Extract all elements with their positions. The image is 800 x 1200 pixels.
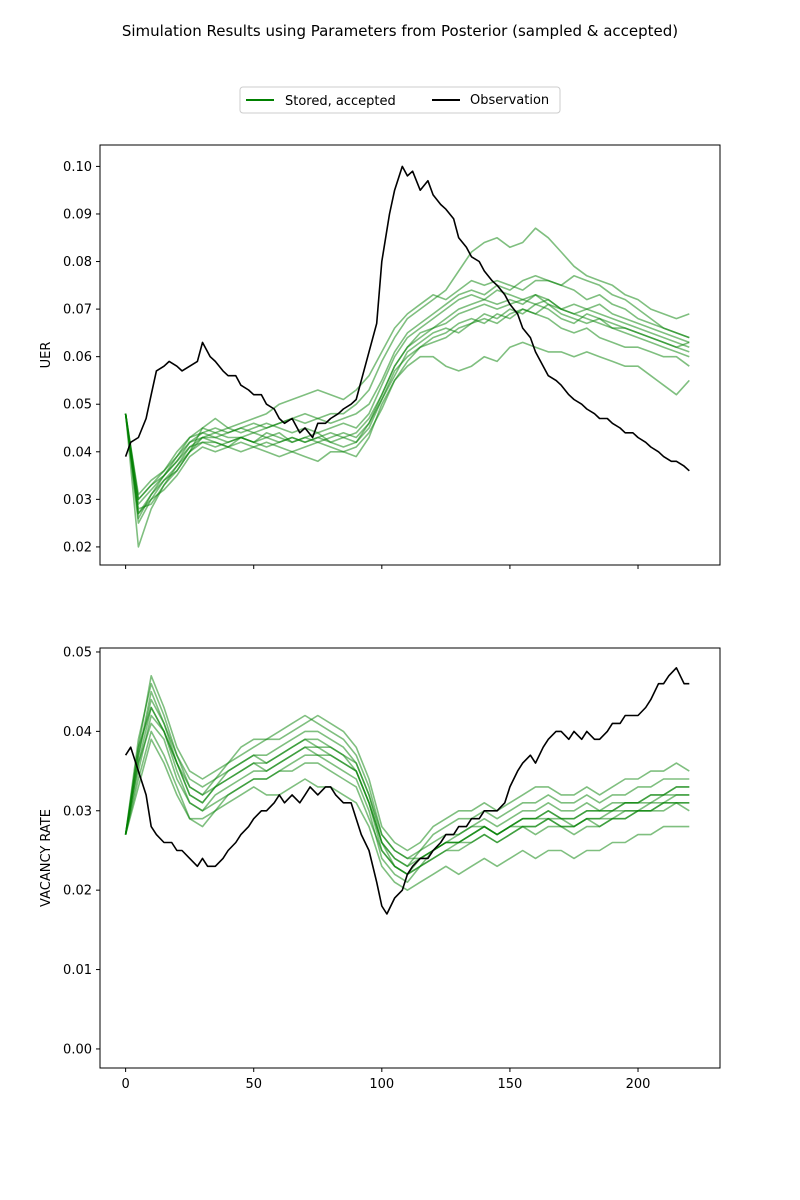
vacancy-ytick-label: 0.02 [63, 884, 92, 899]
legend-label-observation: Observation [470, 93, 549, 108]
uer-panel: 0.02 0.03 0.04 0.05 0.06 0.07 0.08 0.09 0.10 UER [39, 144, 721, 569]
uer-ytick-label: 0.03 [63, 493, 92, 508]
uer-ytick-label: 0.10 [63, 160, 92, 175]
vacancy-lines [124, 666, 690, 915]
vacancy-xtick-label: 0 [121, 1077, 129, 1092]
uer-ytick-label: 0.04 [63, 445, 92, 460]
vacancy-ytick-label: 0.04 [63, 725, 92, 740]
vacancy-ytick-label: 0.05 [63, 645, 92, 660]
vacancy-panel: 0.00 0.01 0.02 0.03 0.04 0.05 0 50 100 150 200 VA… [39, 645, 721, 1092]
legend-label-stored-accepted: Stored, accepted [285, 94, 396, 109]
uer-simulated-line-10 [124, 303, 690, 501]
uer-simulated-line-5 [124, 308, 690, 510]
vacancy-simulated-line-6 [124, 682, 690, 860]
vacancy-xtick-label: 100 [369, 1077, 394, 1092]
uer-simulated-line-7 [124, 303, 690, 524]
uer-simulated-line-4 [124, 274, 690, 515]
vacancy-yticks: 0.00 0.01 0.02 0.03 0.04 0.05 [63, 645, 100, 1057]
uer-simulated-line-2 [124, 227, 690, 501]
vacancy-xticks: 0 50 100 150 200 [121, 1068, 650, 1092]
uer-simulated-line-9 [124, 293, 690, 515]
vacancy-y-axis-label: VACANCY RATE [39, 809, 54, 907]
uer-axes-frame [99, 144, 721, 566]
uer-ytick-label: 0.06 [63, 350, 92, 365]
uer-ytick-label: 0.05 [63, 398, 92, 413]
vacancy-axes-frame [99, 647, 721, 1069]
vacancy-observation-line [124, 666, 690, 915]
vacancy-simulated-line-5 [124, 714, 690, 884]
vacancy-ytick-label: 0.01 [63, 963, 92, 978]
figure-title: Simulation Results using Parameters from… [122, 22, 678, 40]
uer-observation-line [124, 165, 690, 472]
uer-yticks: 0.02 0.03 0.04 0.05 0.06 0.07 0.08 0.09 0.10 [63, 160, 100, 555]
vacancy-xtick-label: 200 [626, 1077, 651, 1092]
vacancy-xtick-label: 150 [498, 1077, 523, 1092]
vacancy-ytick-label: 0.03 [63, 804, 92, 819]
uer-y-axis-label: UER [39, 342, 54, 369]
vacancy-xtick-label: 50 [245, 1077, 262, 1092]
vacancy-ytick-label: 0.00 [63, 1042, 92, 1057]
uer-lines [124, 165, 690, 548]
uer-simulated-line-8 [124, 274, 690, 505]
uer-simulated-line-6 [124, 289, 690, 496]
vacancy-simulated-line-3 [124, 730, 690, 892]
uer-ytick-label: 0.07 [63, 303, 92, 318]
uer-ytick-label: 0.02 [63, 540, 92, 555]
legend: Stored, accepted Observation [239, 86, 561, 114]
uer-xticks [125, 565, 639, 569]
legend-frame [239, 86, 561, 114]
vacancy-simulated-line-2 [124, 674, 690, 852]
uer-ytick-label: 0.09 [63, 207, 92, 222]
uer-ytick-label: 0.08 [63, 255, 92, 270]
